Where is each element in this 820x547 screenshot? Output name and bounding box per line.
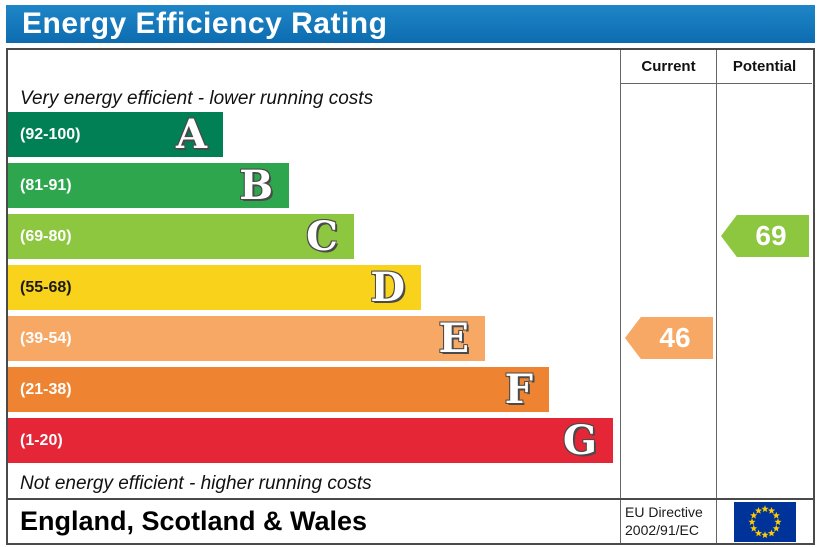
- band-d-range: (55-68): [20, 278, 72, 296]
- band-g-letter: G: [562, 416, 597, 464]
- bottom-note: Not energy efficient - higher running co…: [20, 473, 372, 494]
- page-title: Energy Efficiency Rating: [6, 5, 815, 43]
- chart-body: Very energy efficient - lower running co…: [8, 50, 813, 498]
- potential-rating-arrow: 69: [721, 215, 809, 257]
- current-rating-value: 46: [659, 322, 691, 353]
- band-f-letter: F: [504, 365, 533, 413]
- current-column: Current 46: [620, 50, 716, 498]
- band-c-range: (69-80): [20, 227, 72, 245]
- eu-flag-cell: [716, 500, 812, 543]
- band-c-letter: C: [306, 212, 338, 260]
- band-a-range: (92-100): [20, 125, 81, 143]
- region-label: England, Scotland & Wales: [20, 506, 368, 536]
- band-row-d: (55-68) D: [8, 265, 421, 310]
- band-e-letter: E: [438, 314, 470, 362]
- band-e-range: (39-54): [20, 329, 72, 347]
- band-row-f: (21-38) F: [8, 367, 549, 412]
- current-rating-arrow: 46: [625, 317, 713, 359]
- band-g-range: (1-20): [20, 431, 63, 449]
- band-row-e: (39-54) E: [8, 316, 485, 361]
- eu-directive-line2: 2002/91/EC: [625, 521, 699, 538]
- bands-column: Very energy efficient - lower running co…: [8, 50, 620, 498]
- potential-column-header: Potential: [717, 50, 812, 84]
- eu-directive-line1: EU Directive: [625, 504, 703, 520]
- band-b-range: (81-91): [20, 176, 72, 194]
- top-note: Very energy efficient - lower running co…: [20, 88, 374, 109]
- band-row-b: (81-91) B: [8, 163, 289, 208]
- eu-directive-label: EU Directive 2002/91/EC: [620, 500, 716, 543]
- potential-column: Potential 69: [716, 50, 812, 498]
- band-d-letter: D: [370, 263, 405, 311]
- eu-flag-icon: [733, 501, 796, 542]
- band-row-a: (92-100) A: [8, 112, 223, 157]
- potential-rating-value: 69: [755, 220, 787, 251]
- band-b-letter: B: [239, 161, 273, 209]
- band-f-range: (21-38): [20, 380, 72, 398]
- chart-footer: England, Scotland & Wales EU Directive 2…: [8, 498, 813, 543]
- band-row-c: (69-80) C: [8, 214, 354, 259]
- epc-chart-frame: Very energy efficient - lower running co…: [6, 48, 815, 545]
- band-a-letter: A: [175, 110, 207, 158]
- current-column-header: Current: [621, 50, 716, 84]
- band-row-g: (1-20) G: [8, 418, 613, 463]
